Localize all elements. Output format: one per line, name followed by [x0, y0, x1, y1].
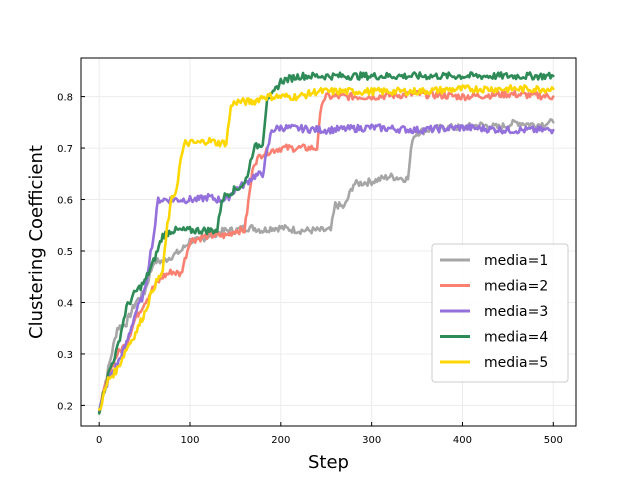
y-axis-title: Clustering Coefficient	[26, 145, 47, 339]
series-line-2	[97, 89, 555, 415]
legend-box	[431, 243, 569, 383]
y-tick-label-1: 0.3	[57, 350, 73, 361]
legend-label-1: media=1	[484, 253, 548, 269]
legend-label-4: media=4	[484, 330, 548, 346]
series-lines	[97, 71, 555, 415]
series-line-4	[97, 71, 555, 415]
x-tick-label-1: 100	[180, 435, 199, 446]
plot-frame	[80, 57, 577, 427]
y-tick-label-4: 0.6	[57, 196, 73, 207]
x-tick-label-5: 500	[544, 435, 563, 446]
x-tick-label-3: 300	[362, 435, 381, 446]
legend-label-5: media=5	[484, 355, 548, 371]
series-line-1	[97, 118, 555, 412]
x-tick-label-4: 400	[453, 435, 472, 446]
y-tick-label-6: 0.8	[57, 93, 73, 104]
x-axis-title: Step	[308, 452, 349, 473]
x-tick-label-2: 200	[271, 435, 290, 446]
legend-label-2: media=2	[484, 279, 548, 295]
y-tick-label-5: 0.7	[57, 144, 73, 155]
y-tick-label-3: 0.5	[57, 247, 73, 258]
axis-ticks: 0 100 200 300 400 500 0.2 0.3 0.4 0.5 0.6 0.7 0.8	[57, 93, 563, 446]
y-tick-label-0: 0.2	[57, 401, 73, 412]
legend-label-3: media=3	[484, 304, 548, 320]
y-tick-label-2: 0.4	[57, 298, 73, 309]
legend: media=1 media=2 media=3 media=4 media=5	[431, 243, 569, 383]
series-line-3	[97, 123, 555, 414]
x-tick-label-0: 0	[96, 435, 102, 446]
series-line-5	[97, 84, 555, 411]
